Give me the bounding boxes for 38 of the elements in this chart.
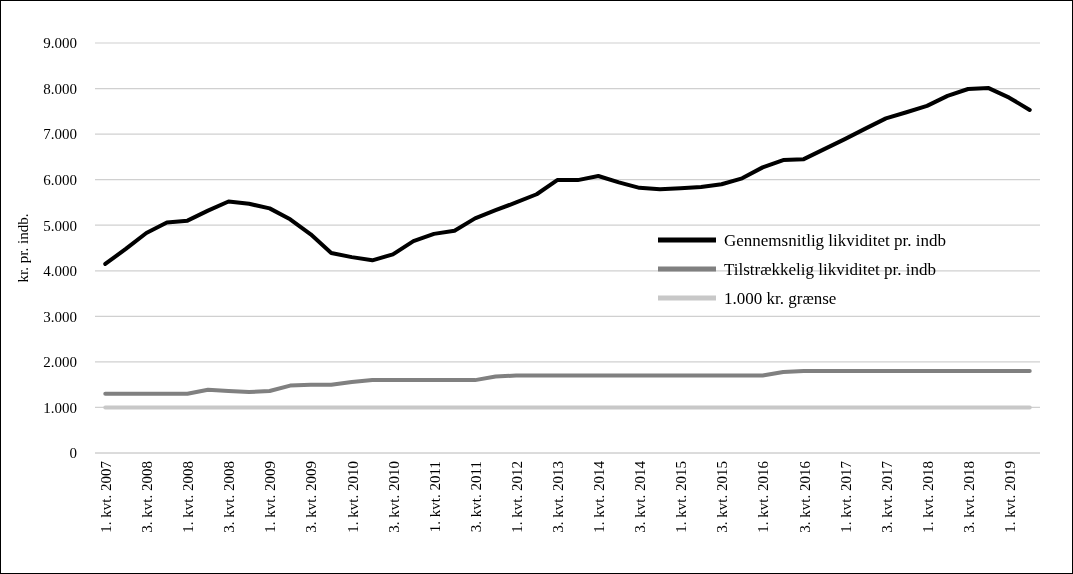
- y-tick-label: 3.000: [43, 308, 77, 325]
- x-tick-label: 1. kvt. 2011: [426, 461, 443, 533]
- x-tick-label: 3. kvt. 2008: [221, 461, 238, 533]
- x-tick-label: 1. kvt. 2018: [919, 461, 936, 533]
- y-tick-label: 7.000: [43, 126, 77, 143]
- x-tick-label: 1. kvt. 2007: [98, 460, 115, 533]
- x-tick-label: 3. kvt. 2015: [714, 461, 731, 533]
- y-tick-label: 5.000: [43, 217, 77, 234]
- x-tick-label: 1. kvt. 2015: [673, 461, 690, 533]
- x-tick-label: 3. kvt. 2018: [960, 461, 977, 533]
- x-tick-label: 3. kvt. 2013: [549, 461, 566, 533]
- x-tick-label: 1. kvt. 2014: [591, 460, 608, 533]
- x-tick-label: 1. kvt. 2008: [180, 461, 197, 533]
- y-tick-label: 2.000: [43, 354, 77, 371]
- y-tick-label: 8.000: [43, 80, 77, 97]
- line-series: [103, 369, 1032, 396]
- x-tick-label: 1. kvt. 2009: [262, 461, 279, 533]
- x-tick-label: 1. kvt. 2012: [508, 461, 525, 533]
- x-tick-label: 1. kvt. 2017: [837, 460, 854, 533]
- y-tick-label: 0: [69, 445, 77, 462]
- x-tick-label: 3. kvt. 2016: [796, 460, 813, 533]
- x-tick-label: 1. kvt. 2016: [755, 460, 772, 533]
- legend-label: 1.000 kr. grænse: [724, 288, 837, 308]
- y-tick-label: 4.000: [43, 263, 77, 280]
- x-tick-label: 1. kvt. 2019: [1001, 461, 1018, 533]
- x-tick-label: 3. kvt. 2010: [385, 461, 402, 533]
- y-tick-label: 1.000: [43, 399, 77, 416]
- legend-label: Gennemsnitlig likviditet pr. indb: [724, 230, 946, 250]
- x-tick-label: 3. kvt. 2011: [467, 461, 484, 533]
- x-tick-label: 3. kvt. 2014: [632, 460, 649, 533]
- x-tick-label: 3. kvt. 2008: [139, 461, 156, 533]
- y-tick-label: 9.000: [43, 35, 77, 52]
- x-tick-label: 3. kvt. 2017: [878, 460, 895, 533]
- y-tick-label: 6.000: [43, 171, 77, 188]
- y-axis-title: kr. pr. indb.: [15, 213, 31, 283]
- x-tick-label: 3. kvt. 2009: [303, 461, 320, 533]
- x-tick-label: 1. kvt. 2010: [344, 461, 361, 533]
- legend-label: Tilstrækkelig likviditet pr. indb: [724, 259, 936, 279]
